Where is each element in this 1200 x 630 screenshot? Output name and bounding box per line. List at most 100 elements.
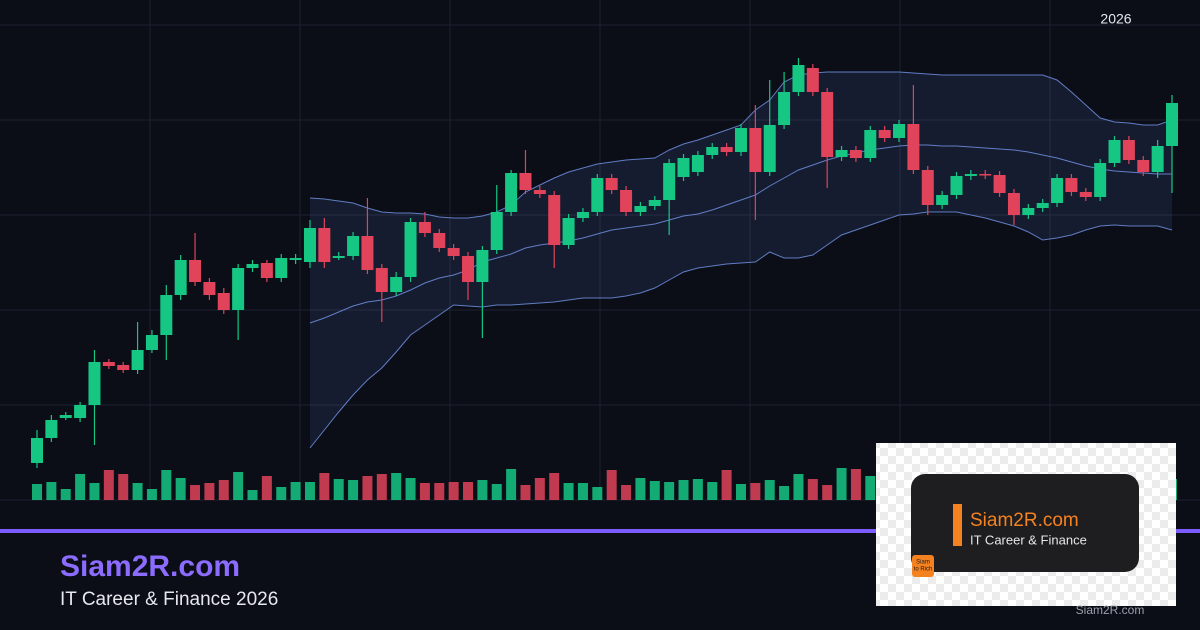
candle-body <box>1122 140 1135 160</box>
candle-body <box>433 233 446 248</box>
bollinger-bands <box>309 71 1173 449</box>
volume-bar <box>750 483 761 500</box>
volume-bar <box>779 486 790 500</box>
volume-bar <box>836 468 847 500</box>
volume-bar <box>103 470 114 500</box>
candle-body <box>648 200 661 206</box>
candle-body <box>45 420 58 438</box>
candle-body <box>490 212 503 250</box>
candle-body <box>145 335 158 350</box>
year-label: 2026 <box>1100 11 1131 27</box>
volume-bar <box>132 483 143 500</box>
volume-bar <box>606 470 617 500</box>
candle-body <box>332 256 345 258</box>
candle-body <box>1094 163 1107 197</box>
candle-body <box>778 92 791 125</box>
candle-body <box>634 206 647 212</box>
volume-bar <box>477 480 488 500</box>
volume-bar <box>721 470 732 500</box>
band-fill <box>309 72 1172 448</box>
volume-bar <box>678 480 689 500</box>
candle-body <box>806 68 819 92</box>
volume-bar <box>822 485 833 500</box>
volume-bar <box>290 482 301 500</box>
candle-body <box>462 256 475 282</box>
candle-body <box>418 222 431 233</box>
candle-body <box>821 92 834 157</box>
candle-body <box>734 128 747 152</box>
card-icon-text: Siam <box>916 560 930 566</box>
volume-bar <box>304 482 315 500</box>
volume-bar <box>764 480 775 500</box>
candle-body <box>993 175 1006 193</box>
candle-body <box>620 190 633 212</box>
volume-bar <box>549 473 560 500</box>
volume-bar <box>865 476 876 500</box>
candle-body <box>1051 178 1064 203</box>
candle-body <box>390 277 403 292</box>
candle-body <box>605 178 618 190</box>
volume-bar <box>448 482 459 500</box>
candle-body <box>131 350 144 370</box>
candle-body <box>505 173 518 212</box>
candle-body <box>476 250 489 282</box>
candle-body <box>663 163 676 200</box>
card-name: Siam2R.com <box>970 510 1079 531</box>
volume-bar <box>175 478 186 500</box>
candle-body <box>289 258 302 260</box>
volume-bar <box>635 478 646 500</box>
candle-body <box>74 405 87 418</box>
candle-body <box>88 362 101 405</box>
candle-body <box>1151 146 1164 172</box>
volume-bar <box>491 484 502 500</box>
card-accent <box>953 504 962 546</box>
candle-body <box>706 147 719 155</box>
volume-bar <box>793 474 804 500</box>
divider <box>0 529 1200 533</box>
candle-body <box>160 295 173 335</box>
candle-body <box>893 124 906 138</box>
logo-card: Siam2R.com IT Career & Finance Siam to R… <box>876 443 1176 606</box>
volume-bar <box>89 483 100 500</box>
candle-body <box>835 150 848 157</box>
volume-bar <box>261 476 272 500</box>
candle-body <box>907 124 920 170</box>
candle-body <box>361 236 374 270</box>
volume-bar <box>376 474 387 500</box>
volume-bar <box>434 483 445 500</box>
candle-body <box>548 195 561 245</box>
volume-bar <box>233 472 244 500</box>
candle-body <box>749 128 762 172</box>
volume-bar <box>577 483 588 500</box>
volume-bar <box>60 489 71 500</box>
volume-bar <box>692 479 703 500</box>
volume-bar <box>534 478 545 500</box>
candle-body <box>347 236 360 256</box>
volume-bar <box>621 485 632 500</box>
volume-bar <box>46 482 57 500</box>
volume-bar <box>362 476 373 500</box>
volume-bar <box>649 481 660 500</box>
volume-bar <box>506 469 517 500</box>
candle-body <box>533 190 546 194</box>
candle-body <box>979 174 992 176</box>
volume-bar <box>348 480 359 500</box>
candle-body <box>1166 103 1178 146</box>
candle-body <box>677 158 690 177</box>
candle-body <box>792 65 805 92</box>
volume-bar <box>218 480 229 500</box>
candle-body <box>1137 160 1150 172</box>
candle-body <box>864 130 877 158</box>
volume-bar <box>333 479 344 500</box>
card-icon-text: to Rich <box>914 567 933 573</box>
candle-body <box>1108 140 1121 163</box>
candle-body <box>260 263 273 278</box>
band-middle <box>309 144 1172 324</box>
candle-body <box>447 248 460 256</box>
volume-bar <box>146 489 157 500</box>
candle-body <box>375 268 388 292</box>
candle-body <box>232 268 245 310</box>
brand-tagline: IT Career & Finance 2026 <box>60 589 278 610</box>
